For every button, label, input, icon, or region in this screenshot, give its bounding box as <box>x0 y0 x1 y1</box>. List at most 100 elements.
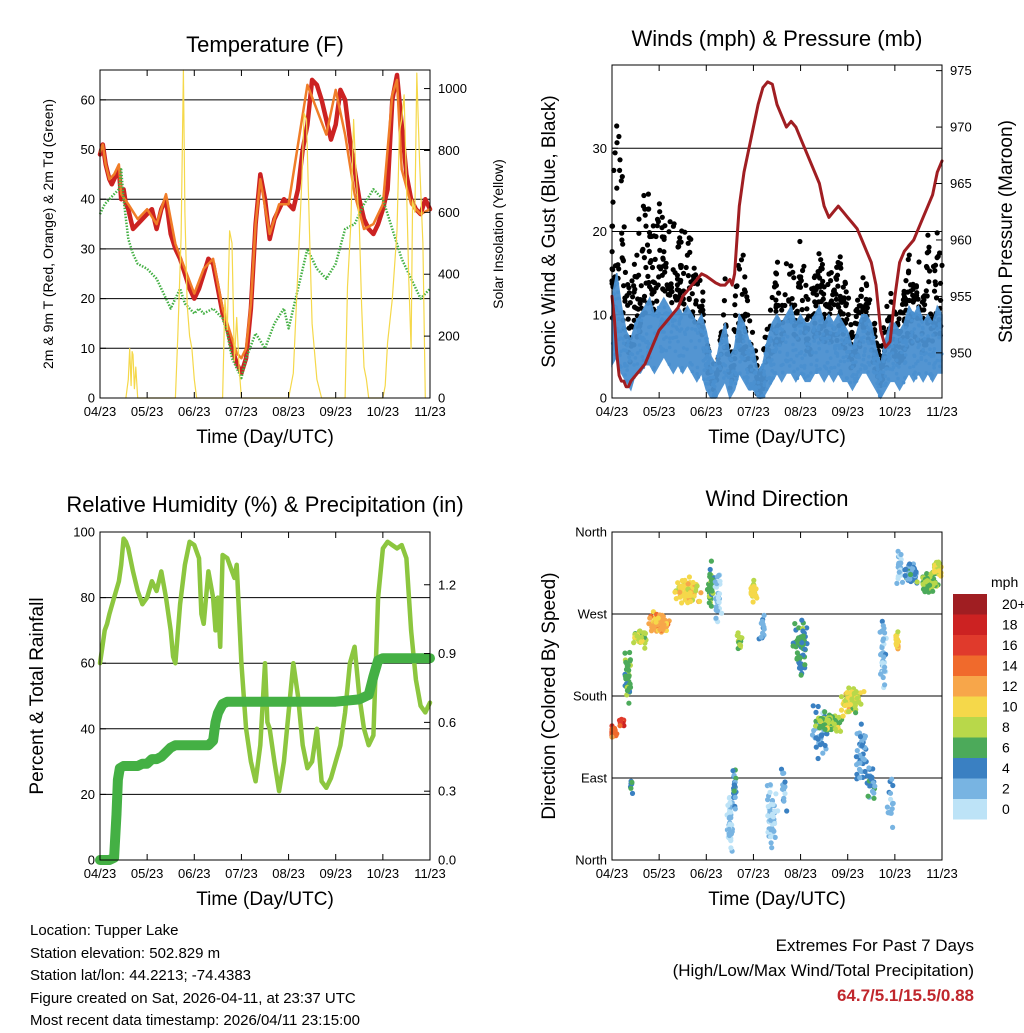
direction-point <box>655 615 661 621</box>
station-pressure-line <box>610 80 944 389</box>
wind-point <box>799 323 804 328</box>
wind-point <box>625 368 629 372</box>
direction-frame <box>611 531 943 861</box>
gust-point <box>696 304 703 310</box>
wind-point <box>931 333 935 337</box>
direction-point <box>902 573 908 579</box>
direction-point <box>647 615 653 621</box>
wind-point <box>795 367 800 371</box>
direction-point <box>792 621 798 627</box>
wind-point <box>711 380 716 384</box>
legend-label: 6 <box>1002 740 1010 756</box>
gust-point <box>810 290 816 296</box>
gust-point <box>793 310 799 316</box>
humidity-y2tick-label: 0.3 <box>438 784 456 799</box>
wind-point <box>807 342 812 347</box>
direction-point <box>716 599 722 605</box>
direction-point <box>858 721 864 727</box>
gust-point <box>772 280 778 286</box>
wind-point <box>861 335 866 340</box>
wind-point <box>618 329 623 334</box>
gust-point <box>921 293 928 299</box>
direction-point <box>796 625 802 631</box>
direction-point <box>844 690 850 696</box>
wind-point <box>659 319 664 323</box>
gust-point <box>614 140 620 146</box>
wind-point <box>697 338 702 343</box>
wind-point <box>693 328 698 332</box>
gust-point <box>734 283 740 289</box>
wind-point <box>785 319 790 324</box>
gust-point <box>661 249 667 255</box>
gust-point <box>888 290 894 297</box>
direction-point <box>797 655 803 661</box>
gust-point <box>845 312 851 318</box>
wind-point <box>734 350 738 355</box>
direction-point <box>677 594 684 600</box>
direction-point <box>726 826 732 833</box>
gust-point <box>921 297 927 303</box>
gust-point <box>662 269 668 275</box>
temperature-xtick-label: 10/23 <box>367 404 400 419</box>
wind-point <box>750 350 754 355</box>
gust-point <box>615 262 621 268</box>
wind-point <box>887 367 892 371</box>
wind-point <box>713 363 718 367</box>
direction-point <box>784 808 790 814</box>
wind-point <box>707 358 712 362</box>
wind-point <box>854 373 859 377</box>
wind-point <box>833 346 837 350</box>
gust-point <box>616 133 622 140</box>
gust-point <box>742 289 748 295</box>
humidity-xtick-label: 11/23 <box>414 866 446 881</box>
wind-point <box>664 348 668 353</box>
location-text: Location: Tupper Lake <box>30 922 179 939</box>
wind-point <box>853 345 858 349</box>
direction-point <box>678 583 684 589</box>
direction-point <box>818 733 825 739</box>
humidity-ytick-label: 40 <box>81 721 95 736</box>
wind-point <box>762 383 767 388</box>
direction-point <box>629 790 636 797</box>
wind-point <box>893 341 898 345</box>
direction-point <box>865 793 871 799</box>
direction-point <box>693 588 699 594</box>
wind-point <box>858 342 862 347</box>
temperature-y2tick-label: 600 <box>438 205 460 220</box>
wind-point <box>803 321 807 326</box>
wind-point <box>810 350 815 354</box>
wind-point <box>919 333 924 337</box>
winds-chart: Winds (mph) & Pressure (mb) 0 10 20 30 04/23 0… <box>539 26 1017 448</box>
gust-point <box>649 264 656 271</box>
wind-point <box>641 335 645 340</box>
gust-point <box>656 201 663 207</box>
direction-point <box>857 775 863 781</box>
gust-point <box>855 297 861 303</box>
direction-point <box>890 824 896 831</box>
wind-point <box>637 343 642 347</box>
wind-point <box>628 359 632 363</box>
direction-point <box>769 811 776 817</box>
wind-point <box>932 366 936 370</box>
direction-point <box>799 640 805 646</box>
wind-point <box>677 322 682 326</box>
wind-point <box>619 365 623 369</box>
temperature-title: Temperature (F) <box>186 32 344 57</box>
wind-point <box>812 328 816 332</box>
direction-xtick-label: 10/23 <box>879 866 912 881</box>
wind-point <box>671 323 675 328</box>
wind-point <box>919 351 923 356</box>
legend-label: 20+ <box>1002 596 1024 612</box>
gust-point <box>921 307 927 313</box>
direction-point <box>617 723 623 729</box>
wind-point <box>909 333 914 338</box>
wind-point <box>935 358 940 363</box>
humidity-xtick-label: 06/23 <box>178 866 211 881</box>
wind-point <box>618 336 623 340</box>
wind-point <box>767 376 772 380</box>
direction-point <box>727 821 733 827</box>
direction-chart: Wind Direction North East South West North mph… <box>539 486 1024 910</box>
wind-point <box>846 358 850 363</box>
wind-point <box>839 371 844 376</box>
gust-point <box>646 279 652 286</box>
